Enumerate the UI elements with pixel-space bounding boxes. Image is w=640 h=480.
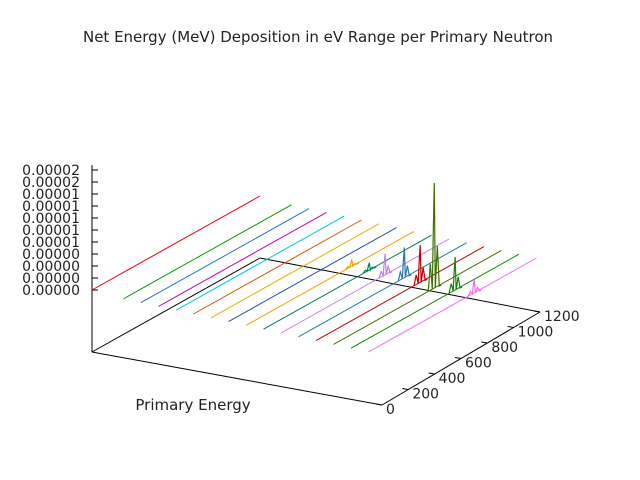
series-baseline <box>333 249 502 345</box>
z-tick-label: 0.00001 <box>22 199 80 215</box>
series-group <box>91 182 537 353</box>
y-tick <box>375 403 383 406</box>
z-tick-label: 0.00000 <box>22 259 80 275</box>
series-peak <box>413 245 428 286</box>
z-tick-label: 0.00000 <box>22 283 80 299</box>
y-tick <box>533 310 541 313</box>
series-line <box>91 195 261 291</box>
series-baseline <box>368 257 537 353</box>
series-peak <box>427 182 442 292</box>
series-baseline <box>245 230 415 326</box>
y-tick-label: 1200 <box>544 309 580 325</box>
series-baseline <box>298 242 467 338</box>
z-tick-label: 0.00001 <box>22 223 80 239</box>
y-tick-label: 800 <box>491 340 518 356</box>
series-line <box>350 253 520 349</box>
series-baseline <box>280 238 450 334</box>
base-back-edge <box>259 257 541 313</box>
y-tick <box>454 357 462 359</box>
series-line <box>210 223 380 319</box>
series-line <box>228 227 397 323</box>
chart-title: Net Energy (MeV) Deposition in eV Range … <box>83 28 553 46</box>
series-baseline <box>175 215 345 311</box>
y-tick-label: 200 <box>412 387 439 403</box>
series-peak <box>362 262 377 274</box>
x-axis-label: Primary Energy <box>135 396 250 414</box>
series-line <box>140 208 310 304</box>
series-line <box>280 238 450 334</box>
z-tick-label: 0.00001 <box>22 187 80 203</box>
y-tick <box>481 341 488 344</box>
series-line <box>123 204 292 300</box>
series-line <box>263 234 432 330</box>
series-baseline <box>193 219 362 315</box>
z-tick-label: 0.00001 <box>22 235 80 251</box>
series-baseline <box>158 211 327 307</box>
z-tick-label: 0.00000 <box>22 271 80 287</box>
series-baseline <box>315 246 485 342</box>
z-tick-label: 0.00000 <box>22 247 80 263</box>
series-baseline <box>91 195 261 291</box>
series-line <box>298 242 467 338</box>
y-tick <box>507 326 514 328</box>
series-line <box>315 245 485 342</box>
series-baseline <box>350 253 520 349</box>
series-line <box>158 211 327 307</box>
base-left-edge <box>91 257 261 353</box>
series-line <box>175 215 345 311</box>
series-baseline <box>140 208 310 304</box>
y-tick-label: 400 <box>439 371 466 387</box>
series-peak <box>448 256 463 294</box>
z-tick-label: 0.00002 <box>22 163 80 179</box>
series-line <box>193 219 362 315</box>
series-line <box>245 230 415 326</box>
y-tick <box>402 388 409 390</box>
z-tick-label: 0.00002 <box>22 175 80 191</box>
base-front-edge <box>91 351 383 406</box>
series-peak <box>378 253 393 279</box>
series-baseline <box>228 227 397 323</box>
y-tick-label: 0 <box>386 402 395 418</box>
y-tick-label: 600 <box>465 356 492 372</box>
series-peak <box>397 247 412 281</box>
series-peak <box>467 279 482 297</box>
y-tick <box>428 372 435 375</box>
z-tick-label: 0.00001 <box>22 211 80 227</box>
series-line <box>368 257 537 353</box>
y-tick-label: 1000 <box>518 325 554 341</box>
series-baseline <box>123 204 292 300</box>
series-baseline <box>210 223 380 319</box>
series-line <box>333 182 502 345</box>
z-tick-group: 0.000020.000020.000010.000010.000010.000… <box>22 163 98 299</box>
series-baseline <box>263 234 432 330</box>
series-peak <box>345 257 360 270</box>
